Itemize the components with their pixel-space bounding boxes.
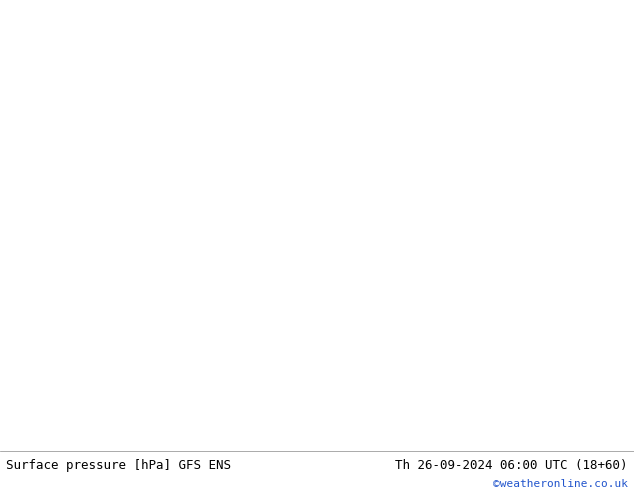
Text: Surface pressure [hPa] GFS ENS: Surface pressure [hPa] GFS ENS <box>6 459 231 472</box>
Text: Th 26-09-2024 06:00 UTC (18+60): Th 26-09-2024 06:00 UTC (18+60) <box>395 459 628 472</box>
Text: ©weatheronline.co.uk: ©weatheronline.co.uk <box>493 479 628 489</box>
